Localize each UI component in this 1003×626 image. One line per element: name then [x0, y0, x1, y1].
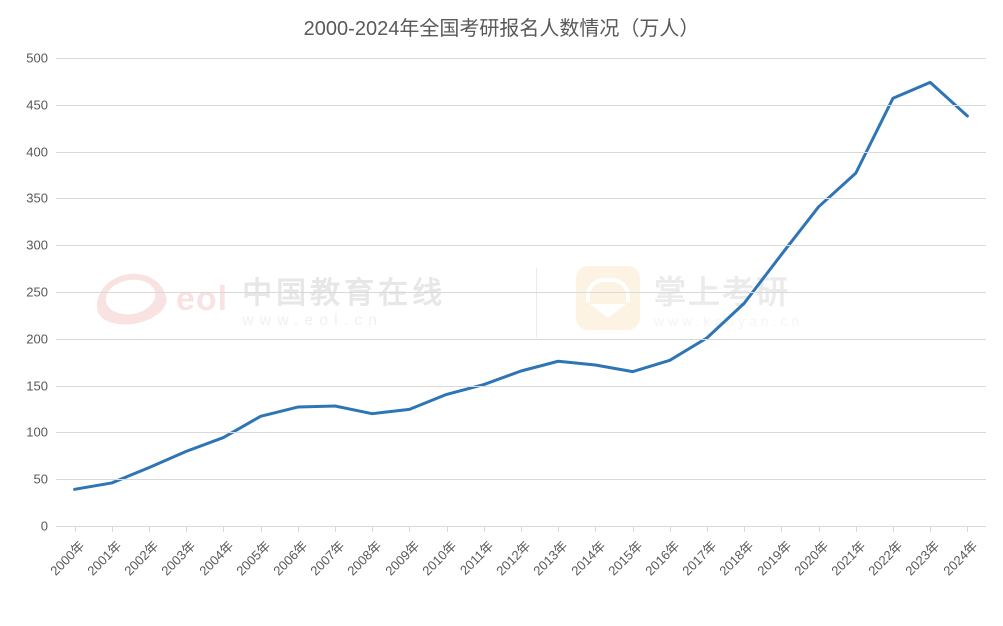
x-axis-tick [409, 526, 410, 532]
x-axis-tick [223, 526, 224, 532]
x-axis-tick [930, 526, 931, 532]
x-axis-tick [335, 526, 336, 532]
y-axis-label: 100 [26, 425, 56, 440]
x-axis-tick [261, 526, 262, 532]
x-axis-tick [112, 526, 113, 532]
x-axis-tick [967, 526, 968, 532]
gridline [56, 105, 986, 106]
x-axis-tick [298, 526, 299, 532]
gridline [56, 58, 986, 59]
y-axis-label: 50 [34, 472, 56, 487]
x-axis-tick [595, 526, 596, 532]
y-axis-label: 500 [26, 51, 56, 66]
x-axis-tick [744, 526, 745, 532]
y-axis-label: 300 [26, 238, 56, 253]
gridline [56, 152, 986, 153]
x-axis-tick [707, 526, 708, 532]
y-axis-label: 400 [26, 144, 56, 159]
gridline [56, 339, 986, 340]
y-axis-label: 150 [26, 378, 56, 393]
x-axis-tick [521, 526, 522, 532]
x-axis-tick [819, 526, 820, 532]
y-axis-label: 450 [26, 97, 56, 112]
x-axis-tick [558, 526, 559, 532]
x-axis-tick [633, 526, 634, 532]
y-axis-label: 250 [26, 285, 56, 300]
x-axis-tick [484, 526, 485, 532]
chart-container: 2000-2024年全国考研报名人数情况（万人） eol 中国教育在线 www.… [0, 0, 1003, 626]
x-axis-tick [149, 526, 150, 532]
x-axis-tick [75, 526, 76, 532]
y-axis-label: 200 [26, 331, 56, 346]
line-series [75, 82, 968, 489]
x-axis-tick [372, 526, 373, 532]
x-axis-tick [670, 526, 671, 532]
plot-area: eol 中国教育在线 www.eol.cn 掌上考研 www.kaoyan.cn… [56, 58, 986, 526]
gridline [56, 245, 986, 246]
gridline [56, 479, 986, 480]
gridline [56, 292, 986, 293]
gridline [56, 198, 986, 199]
y-axis-label: 350 [26, 191, 56, 206]
x-axis-tick [781, 526, 782, 532]
gridline [56, 432, 986, 433]
x-axis-tick [856, 526, 857, 532]
x-axis-tick [447, 526, 448, 532]
gridline [56, 386, 986, 387]
chart-title: 2000-2024年全国考研报名人数情况（万人） [0, 12, 1003, 41]
x-axis-tick [186, 526, 187, 532]
x-axis-tick [893, 526, 894, 532]
y-axis-label: 0 [41, 519, 56, 534]
